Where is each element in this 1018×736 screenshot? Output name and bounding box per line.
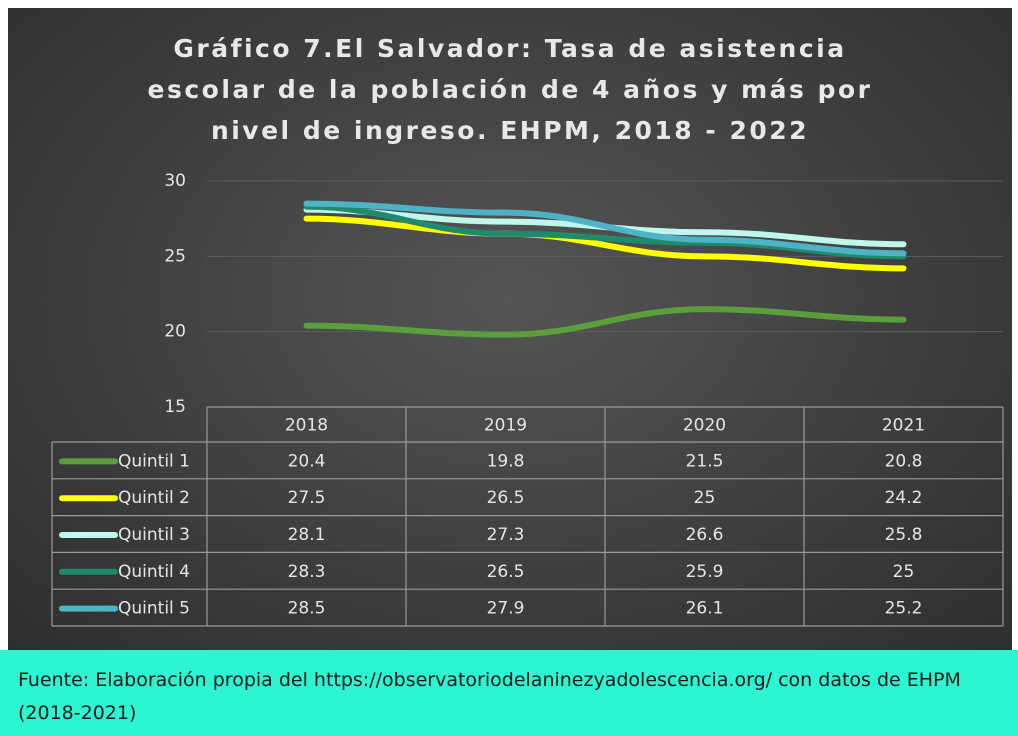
table-value: 21.5	[686, 451, 724, 471]
x-tick-label: 2020	[683, 416, 726, 436]
table-value: 26.6	[686, 525, 724, 545]
table-value: 25	[694, 488, 716, 508]
legend-label: Quintil 3	[118, 525, 190, 545]
table-value: 28.5	[288, 599, 326, 619]
source-note: Fuente: Elaboración propia del https://o…	[0, 650, 1018, 736]
table-value: 24.2	[885, 488, 923, 508]
x-tick-label: 2021	[882, 416, 925, 436]
table-value: 28.3	[288, 562, 326, 582]
table-value: 26.5	[487, 562, 525, 582]
legend-label: Quintil 1	[118, 451, 190, 471]
chart-panel	[8, 8, 1012, 650]
legend-label: Quintil 5	[118, 599, 190, 619]
x-tick-label: 2019	[484, 416, 527, 436]
y-tick-label: 15	[164, 397, 186, 417]
x-tick-label: 2018	[285, 416, 328, 436]
table-value: 27.3	[487, 525, 525, 545]
legend-label: Quintil 4	[118, 562, 190, 582]
table-value: 19.8	[487, 451, 525, 471]
table-value: 28.1	[288, 525, 326, 545]
table-value: 25.2	[885, 599, 923, 619]
chart-title: Gráfico 7.El Salvador: Tasa de asistenci…	[147, 34, 873, 145]
series-line	[303, 200, 907, 257]
y-tick-label: 25	[164, 246, 186, 266]
chart: 15 20 25 30 2018 2019 2020 2021 Quintil 1 20.4 19.…	[51, 171, 1004, 627]
table-value: 25	[893, 562, 915, 582]
table-value: 25.9	[686, 562, 724, 582]
legend-label: Quintil 2	[118, 488, 190, 508]
table-value: 27.9	[487, 599, 525, 619]
y-tick-label: 20	[164, 322, 186, 342]
table-value: 26.1	[686, 599, 724, 619]
y-tick-label: 30	[164, 171, 186, 191]
series-line	[303, 215, 907, 272]
series-line	[303, 306, 907, 338]
table-value: 27.5	[288, 488, 326, 508]
table-value: 25.8	[885, 525, 923, 545]
table-value: 20.4	[288, 451, 326, 471]
table-value: 26.5	[487, 488, 525, 508]
table-value: 20.8	[885, 451, 923, 471]
